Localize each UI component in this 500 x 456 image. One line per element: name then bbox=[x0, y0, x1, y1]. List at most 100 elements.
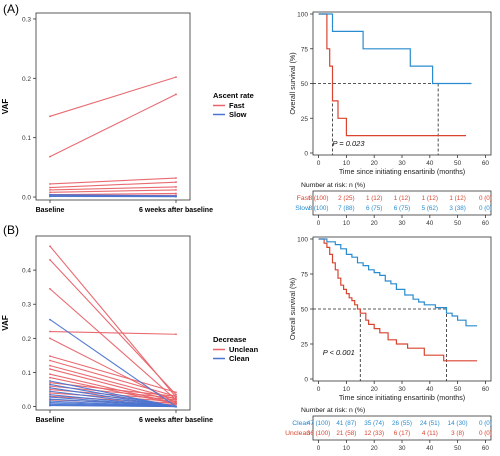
data-point bbox=[49, 385, 51, 388]
data-point bbox=[49, 186, 51, 189]
risk-cell: 0 (0) bbox=[479, 195, 492, 202]
risk-cell: 26 (55) bbox=[392, 420, 412, 427]
data-point bbox=[175, 397, 177, 399]
series-line-fast bbox=[49, 76, 177, 117]
risk-x-tick-label: 60 bbox=[482, 220, 490, 227]
risk-cell: 2 (25) bbox=[338, 195, 354, 202]
risk-row-label: Unclean bbox=[285, 430, 310, 437]
p-value-annotation: P < 0.001 bbox=[323, 348, 355, 357]
data-point bbox=[49, 245, 51, 248]
panel-label-b: (B) bbox=[3, 223, 19, 237]
y-axis-label: Overall survival (%) bbox=[288, 278, 297, 340]
data-point bbox=[175, 93, 177, 96]
risk-cell: 35 (74) bbox=[364, 420, 384, 427]
risk-cell: 0 (0) bbox=[479, 205, 492, 212]
y-tick-label: 0.3 bbox=[22, 302, 31, 309]
series-line-fast bbox=[49, 177, 177, 185]
data-point bbox=[49, 381, 51, 384]
series-line-clean bbox=[49, 390, 177, 408]
x-tick-label: 50 bbox=[454, 386, 462, 393]
data-point bbox=[49, 155, 51, 158]
risk-table-title: Number at risk: n (%) bbox=[301, 407, 365, 414]
y-tick-label: 50 bbox=[301, 307, 309, 314]
data-point bbox=[175, 195, 177, 198]
x-axis-label: Time since initiating ensartinib (months… bbox=[339, 167, 465, 176]
x-tick-label: 6 weeks after baseline bbox=[139, 417, 213, 424]
series-line-unclean bbox=[49, 365, 177, 400]
legend-title: Ascent rate bbox=[213, 91, 254, 100]
x-tick-label: 30 bbox=[398, 386, 406, 393]
legend-item: Fast bbox=[229, 101, 245, 110]
data-point bbox=[175, 189, 177, 191]
series-line-clean bbox=[49, 383, 177, 408]
data-point bbox=[49, 390, 51, 393]
data-point bbox=[175, 402, 177, 405]
risk-cell: 1 (12) bbox=[366, 195, 382, 202]
x-tick-label: 30 bbox=[398, 160, 406, 167]
data-point bbox=[49, 380, 51, 382]
y-tick-label: 0.0 bbox=[22, 404, 31, 411]
x-tick-label: Baseline bbox=[36, 417, 65, 424]
y-tick-label: 0 bbox=[304, 151, 308, 158]
y-tick-label: 75 bbox=[301, 272, 309, 279]
risk-x-tick-label: 0 bbox=[317, 445, 321, 452]
data-point bbox=[49, 386, 51, 389]
risk-cell: 1 (12) bbox=[394, 195, 410, 202]
y-axis-label: VAF bbox=[1, 99, 10, 115]
series-line-unclean bbox=[49, 259, 177, 396]
data-point bbox=[49, 189, 51, 191]
risk-cell: 21 (58) bbox=[336, 430, 356, 437]
data-point bbox=[49, 115, 51, 118]
risk-row-label: Clean bbox=[292, 420, 310, 427]
data-point bbox=[175, 186, 177, 188]
risk-table-title: Number at risk: n (%) bbox=[301, 182, 365, 189]
data-point bbox=[175, 395, 177, 398]
x-tick-label: 10 bbox=[343, 160, 351, 167]
legend-title: Decrease bbox=[213, 335, 246, 344]
risk-cell: 1 (12) bbox=[449, 195, 465, 202]
series-line-clean bbox=[49, 387, 177, 408]
data-point bbox=[175, 333, 177, 336]
panel-label-a: (A) bbox=[3, 2, 19, 16]
data-point bbox=[175, 398, 177, 401]
risk-table-frame bbox=[312, 415, 492, 441]
risk-x-tick-label: 30 bbox=[398, 445, 406, 452]
risk-x-tick-label: 40 bbox=[426, 220, 434, 227]
data-point bbox=[175, 177, 177, 179]
x-tick-label: 0 bbox=[317, 160, 321, 167]
risk-x-tick-label: 20 bbox=[371, 445, 379, 452]
data-point bbox=[175, 76, 177, 79]
data-point bbox=[49, 398, 51, 400]
data-point bbox=[175, 181, 177, 184]
risk-cell: 12 (33) bbox=[364, 430, 384, 437]
data-point bbox=[49, 195, 51, 198]
data-point bbox=[49, 400, 51, 403]
y-axis-label: Overall survival (%) bbox=[288, 52, 297, 114]
x-tick-label: 40 bbox=[426, 386, 434, 393]
data-point bbox=[49, 287, 51, 290]
x-tick-label: 50 bbox=[454, 160, 462, 167]
vaf-chart-B-left: 0.0 0.1 0.2 0.3 0.4 Baseline 6 weeks after bas… bbox=[1, 235, 259, 424]
y-tick-label: 0 bbox=[304, 377, 308, 384]
data-point bbox=[49, 191, 51, 194]
data-point bbox=[175, 391, 177, 394]
y-tick-label: 0.0 bbox=[22, 195, 31, 202]
km-curve-unclean bbox=[318, 238, 478, 362]
series-line-fast bbox=[49, 181, 177, 189]
plot-frame bbox=[35, 12, 191, 201]
risk-x-tick-label: 40 bbox=[426, 445, 434, 452]
data-point bbox=[49, 373, 51, 376]
risk-x-tick-label: 50 bbox=[454, 220, 462, 227]
risk-cell: 41 (87) bbox=[336, 420, 356, 427]
data-point bbox=[49, 392, 51, 394]
plot-frame bbox=[312, 236, 492, 382]
y-tick-label: 100 bbox=[297, 12, 308, 19]
data-point bbox=[49, 359, 51, 362]
x-tick-label: Baseline bbox=[36, 207, 65, 214]
series-line-slow bbox=[49, 194, 177, 197]
data-point bbox=[175, 192, 177, 195]
